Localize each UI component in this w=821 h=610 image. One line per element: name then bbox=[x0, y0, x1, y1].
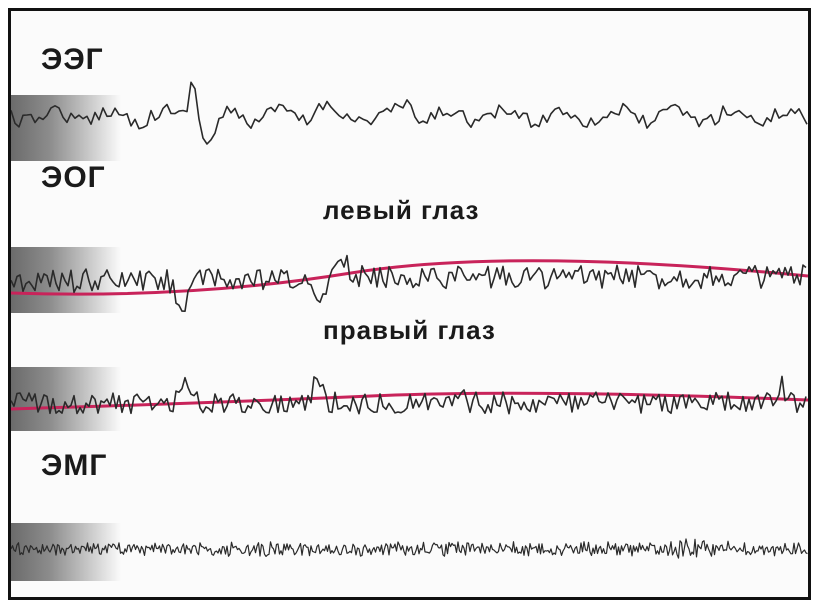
signal-traces bbox=[11, 81, 808, 559]
right-eog-channel-marker bbox=[11, 367, 121, 431]
right-eye-label: правый глаз bbox=[323, 315, 496, 345]
emg-trace bbox=[11, 538, 808, 559]
eog-label: ЭОГ bbox=[41, 161, 106, 194]
right-eye-trace bbox=[11, 375, 807, 415]
left-eye-baseline bbox=[11, 259, 808, 296]
eeg-channel-marker bbox=[11, 95, 121, 161]
left-eye-trace bbox=[11, 254, 807, 312]
emg-label: ЭМГ bbox=[41, 449, 108, 482]
eeg-label: ЭЭГ bbox=[41, 43, 104, 76]
eeg-trace bbox=[11, 81, 808, 145]
left-eog-channel-marker bbox=[11, 247, 121, 313]
right-eye-baseline bbox=[11, 391, 808, 411]
polysomnogram-panel: ЭЭГ ЭОГ левый глаз правый глаз ЭМГ bbox=[8, 8, 811, 600]
left-eye-label: левый глаз bbox=[323, 195, 480, 225]
